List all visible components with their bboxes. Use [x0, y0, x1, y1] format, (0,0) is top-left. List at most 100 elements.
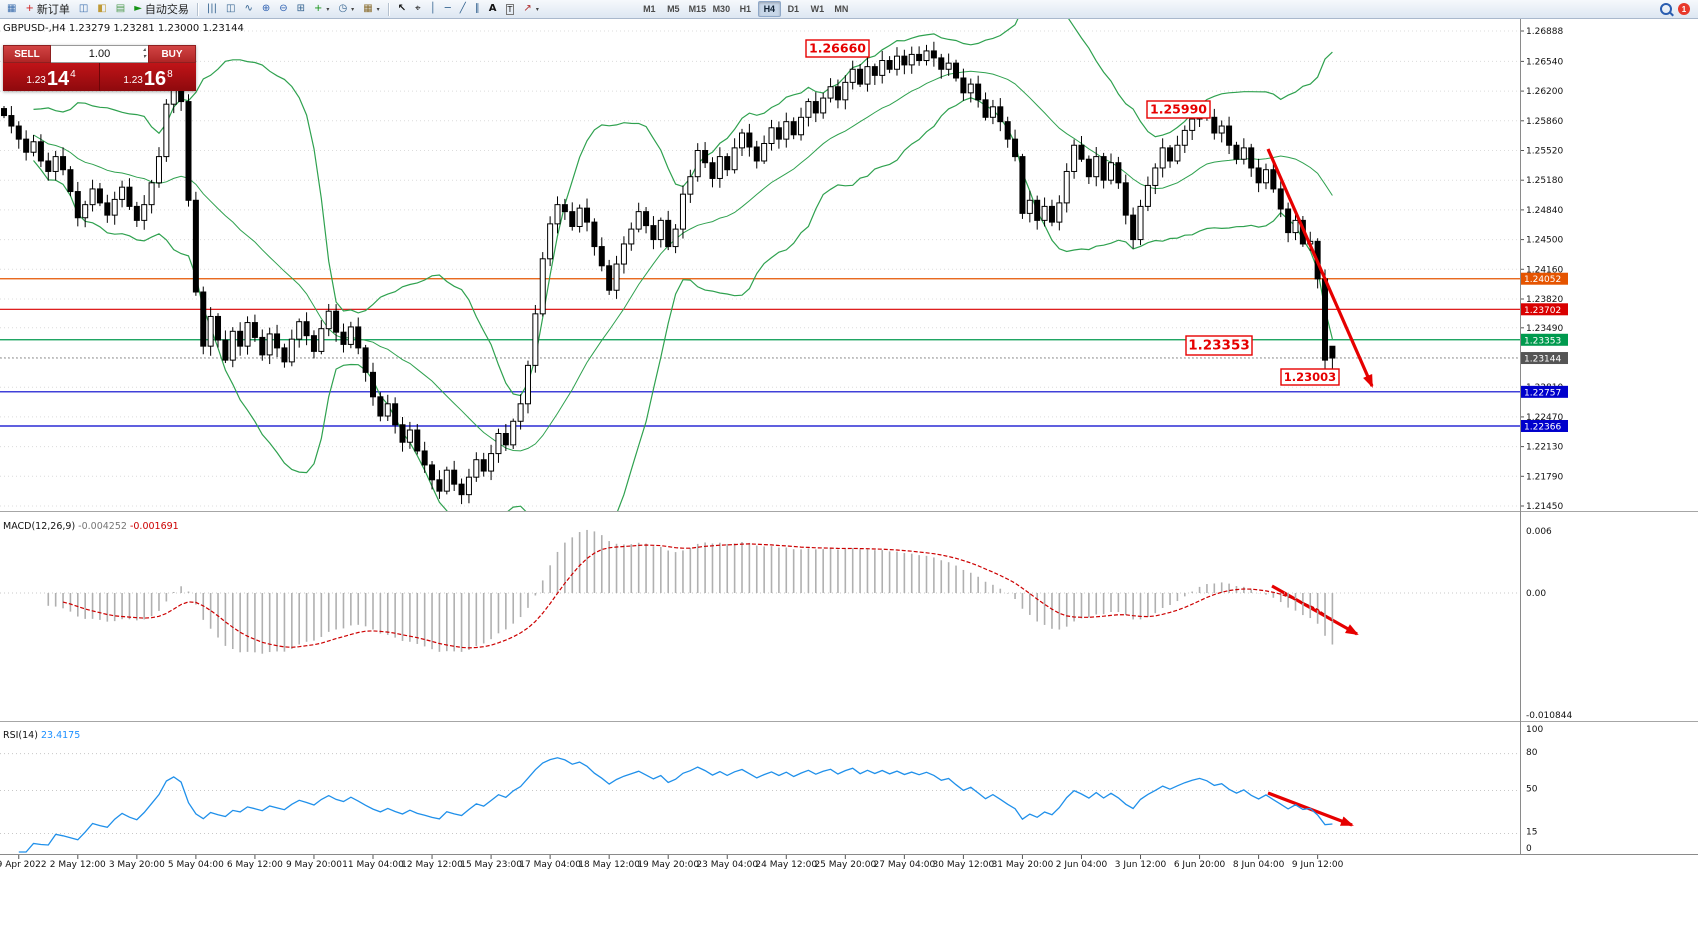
timeframe-h1-button[interactable]: H1: [739, 4, 752, 14]
sell-price[interactable]: 1.23 14 4: [3, 63, 100, 91]
volume-down-icon[interactable]: ▾: [142, 54, 146, 60]
chart-window: 1.26888 1.26540 1.26200 1.25860 1.25520 1.251…: [0, 19, 1698, 944]
timeframe-d1-button[interactable]: D1: [787, 4, 800, 14]
cursor-icon: ↖: [397, 3, 407, 14]
new-order-button[interactable]: + 新订单: [21, 1, 73, 18]
candle-body: [1144, 184, 1151, 207]
price-annotation-box[interactable]: [1146, 100, 1211, 119]
price-tag[interactable]: [1521, 272, 1568, 285]
text-label-button[interactable]: T: [502, 1, 519, 18]
price-annotation-box[interactable]: [1280, 368, 1340, 386]
price-tag[interactable]: [1521, 352, 1568, 365]
candle-body: [111, 198, 118, 216]
timeframe-m5-button[interactable]: M5: [667, 4, 680, 14]
navigator-button[interactable]: ◧: [93, 1, 110, 18]
price-tag[interactable]: [1521, 385, 1568, 398]
volume-up-icon[interactable]: ▴: [142, 47, 146, 53]
price-annotation-box[interactable]: [805, 39, 870, 58]
vertical-line-button[interactable]: │: [426, 1, 440, 18]
candle-body: [1012, 138, 1019, 158]
candle-body: [842, 81, 849, 101]
buy-button[interactable]: BUY: [148, 45, 196, 63]
notification-badge[interactable]: 1: [1678, 3, 1690, 15]
candle-body: [207, 315, 214, 347]
toolbar-group-main: ▦ + 新订单 ◫ ◧ ▤ ► 自动交易: [3, 1, 193, 18]
autotrading-button[interactable]: ► 自动交易: [130, 1, 193, 18]
candle-body: [259, 336, 266, 356]
timeframe-mn-button[interactable]: MN: [834, 4, 849, 14]
indicators-add-button[interactable]: + ▾: [310, 1, 333, 18]
candle-body: [606, 265, 613, 291]
horizontal-line-button[interactable]: ─: [441, 1, 455, 18]
text-icon: A: [488, 3, 497, 14]
trend-arrow[interactable]: [1271, 584, 1359, 636]
candle-body: [1152, 167, 1159, 186]
search-icon[interactable]: [1660, 3, 1672, 15]
volume-spinner[interactable]: ▴ ▾: [143, 47, 146, 61]
trend-arrow[interactable]: [1266, 148, 1374, 388]
channel-button[interactable]: ∥: [471, 1, 484, 18]
candle-body: [672, 228, 679, 248]
candle-body: [1063, 170, 1070, 204]
price-chart-canvas[interactable]: 1.26888 1.26540 1.26200 1.25860 1.25520 1.251…: [0, 19, 1698, 944]
bar-chart-button[interactable]: |||: [203, 1, 221, 18]
price-axis-label: 1.22470: [1526, 413, 1563, 423]
trendline-button[interactable]: ╱: [456, 1, 470, 18]
candle-body: [857, 68, 864, 85]
candle-body: [1, 108, 7, 117]
price-tag[interactable]: [1521, 333, 1568, 346]
indicators-add-icon: +: [314, 3, 323, 14]
candle-body: [1108, 162, 1114, 181]
time-axis-label: 17 May 04:00: [519, 860, 581, 870]
terminal-button[interactable]: ▤: [112, 1, 129, 18]
arrows-button[interactable]: ↗ ▾: [519, 1, 542, 18]
line-chart-button[interactable]: ∿: [240, 1, 256, 18]
candle-body: [222, 339, 229, 361]
volume-value[interactable]: 1.00: [88, 48, 111, 60]
candlestick-chart-button[interactable]: ◫: [222, 1, 239, 18]
candle-body: [148, 182, 155, 206]
rsi-axis-label: 100: [1526, 725, 1543, 735]
candle-body: [879, 60, 886, 76]
time-axis-label: 30 May 12:00: [933, 860, 995, 870]
candle-body: [923, 50, 930, 62]
timeframe-m1-button[interactable]: M1: [643, 4, 656, 14]
market-watch-button[interactable]: ◫: [75, 1, 92, 18]
macd-axis-label: 0.00: [1526, 589, 1546, 599]
time-axis-label: 18 May 12:00: [578, 860, 640, 870]
candle-body: [370, 371, 376, 398]
macd-axis-label: 0.006: [1526, 527, 1552, 537]
crosshair-button[interactable]: ⌖: [411, 1, 425, 18]
candle-body: [798, 116, 805, 136]
buy-price[interactable]: 1.23 16 8: [100, 63, 196, 91]
candle-body: [1122, 182, 1129, 216]
templates-button[interactable]: ▦ ▾: [359, 1, 383, 18]
dropdown-caret-icon: ▾: [351, 6, 355, 13]
dropdown-caret-icon: ▾: [376, 6, 380, 13]
candle-body: [1255, 167, 1262, 184]
new-chart-button[interactable]: ▦: [3, 1, 20, 18]
tile-windows-icon: ⊞: [296, 3, 306, 14]
cursor-button[interactable]: ↖: [394, 1, 410, 18]
volume-stepper[interactable]: 1.00 ▴ ▾: [51, 45, 148, 63]
candle-body: [746, 132, 753, 148]
candle-body: [288, 338, 295, 363]
sell-price-frac: 4: [70, 69, 76, 80]
zoom-in-button[interactable]: ⊕: [258, 1, 274, 18]
timeframe-m15-button[interactable]: M15: [688, 4, 707, 14]
zoom-out-button[interactable]: ⊖: [275, 1, 291, 18]
tile-windows-button[interactable]: ⊞: [293, 1, 309, 18]
price-axis-label: 1.21790: [1526, 472, 1563, 482]
timeframe-h4-button[interactable]: H4: [757, 1, 781, 17]
timeframe-w1-button[interactable]: W1: [810, 4, 825, 14]
candle-body: [665, 219, 672, 248]
periods-button[interactable]: ◷ ▾: [334, 1, 358, 18]
sell-button[interactable]: SELL: [3, 45, 51, 63]
timeframe-m30-button[interactable]: M30: [712, 4, 731, 14]
price-tag[interactable]: [1521, 419, 1568, 432]
sell-price-main: 1.23: [26, 75, 46, 86]
bollinger-lower-band: [33, 97, 1333, 511]
price-tag[interactable]: [1521, 303, 1568, 316]
text-button[interactable]: A: [485, 1, 501, 18]
price-annotation-box[interactable]: [1185, 335, 1253, 356]
